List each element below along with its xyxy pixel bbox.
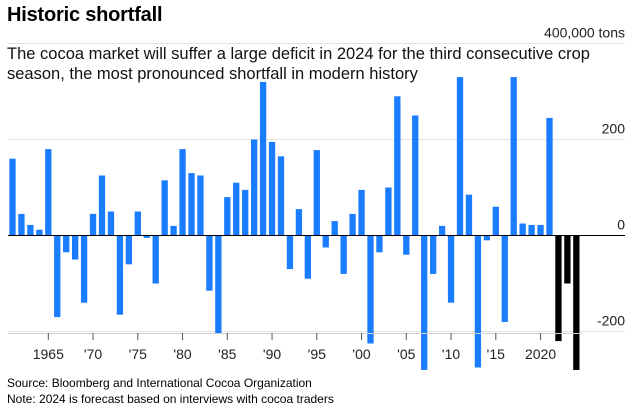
bar-1972 <box>107 211 115 236</box>
bar-1964 <box>36 229 43 236</box>
bar-1996 <box>322 235 329 248</box>
bar-1978 <box>161 180 168 236</box>
bar-1985 <box>224 197 231 236</box>
bar-2009 <box>438 225 446 236</box>
bar-1980 <box>179 149 186 236</box>
bar-1966 <box>54 235 61 318</box>
bar-1983 <box>206 235 213 291</box>
bar-2003 <box>385 187 392 236</box>
y-tick-label: -200 <box>597 313 625 329</box>
bar-1971 <box>98 175 106 236</box>
bar-1992 <box>286 235 294 270</box>
bar-1963 <box>27 224 34 236</box>
bar-1982 <box>197 175 204 236</box>
bar-1965 <box>45 149 52 236</box>
chart-title: Historic shortfall <box>7 4 163 26</box>
bar-1973 <box>116 235 124 315</box>
bar-2022 <box>555 235 562 342</box>
bar-2000 <box>358 189 365 236</box>
bar-1967 <box>63 235 70 253</box>
x-tick-label: '70 <box>84 346 102 362</box>
x-tick-label: '95 <box>308 346 326 362</box>
bar-2019 <box>528 224 535 236</box>
x-tick-label: '75 <box>129 346 147 362</box>
bar-2014 <box>483 235 490 241</box>
x-tick-label: '90 <box>263 346 281 362</box>
bar-1977 <box>152 235 159 284</box>
bar-2020 <box>537 224 544 236</box>
y-tick-label: 200 <box>602 121 626 137</box>
x-tick-label: '15 <box>487 346 505 362</box>
bar-2013 <box>474 235 482 368</box>
bar-1993 <box>295 209 303 236</box>
bar-1998 <box>340 235 347 274</box>
forecast-note: Note: 2024 is forecast based on intervie… <box>7 392 334 406</box>
bar-2004 <box>394 96 401 236</box>
x-tick-label: 1965 <box>33 346 64 362</box>
bar-1994 <box>304 235 311 279</box>
bar-1984 <box>215 235 222 334</box>
bar-2012 <box>465 194 473 236</box>
y-tick-label: 400,000 tons <box>544 25 625 41</box>
x-axis: 1965 '70 '75 '80 '85 '90 '95 '00 '05 '10 '15 2020 <box>8 333 582 362</box>
gridlines <box>8 43 625 332</box>
x-tick-label: '80 <box>173 346 191 362</box>
x-tick-label: 2020 <box>525 346 556 362</box>
bar-2005 <box>403 235 410 255</box>
bar-1969 <box>80 235 88 303</box>
bar-1970 <box>89 213 97 236</box>
bar-1997 <box>331 221 338 236</box>
bar-1989 <box>259 81 267 236</box>
bar-1975 <box>134 211 141 236</box>
bar-2008 <box>430 235 437 274</box>
x-tick-label: '00 <box>352 346 370 362</box>
bar-2015 <box>492 206 499 236</box>
x-tick-label: '05 <box>397 346 415 362</box>
bar-1962 <box>18 213 25 236</box>
bar-2006 <box>412 115 419 236</box>
bar-2017 <box>510 77 517 236</box>
bar-1981 <box>188 173 195 236</box>
bar-2016 <box>501 235 508 322</box>
bar-2001 <box>367 235 374 344</box>
bar-1990 <box>268 141 276 236</box>
bar-1991 <box>277 156 285 236</box>
bar-1961 <box>9 158 16 236</box>
bar-2018 <box>519 223 526 236</box>
bar-2002 <box>376 235 383 253</box>
bar-1979 <box>170 225 177 236</box>
bar-2024 <box>573 235 580 370</box>
bar-1987 <box>242 189 249 236</box>
bar-2010 <box>447 235 455 303</box>
bar-2011 <box>456 77 464 236</box>
chart-subtitle: The cocoa market will suffer a large def… <box>7 45 590 83</box>
bar-1974 <box>125 235 132 265</box>
source-note: Source: Bloomberg and International Coco… <box>7 376 312 390</box>
bar-1986 <box>233 182 240 236</box>
bar-2007 <box>421 235 428 370</box>
x-tick-label: '85 <box>218 346 236 362</box>
bars <box>9 77 580 370</box>
bar-1976 <box>143 235 150 238</box>
bar-1968 <box>72 235 79 260</box>
bar-1988 <box>251 139 258 236</box>
bar-1999 <box>349 213 356 236</box>
bar-2023 <box>564 235 571 284</box>
y-tick-label: 0 <box>617 217 625 233</box>
bar-1995 <box>313 150 320 236</box>
x-tick-label: '10 <box>442 346 460 362</box>
bar-2021 <box>546 117 553 236</box>
